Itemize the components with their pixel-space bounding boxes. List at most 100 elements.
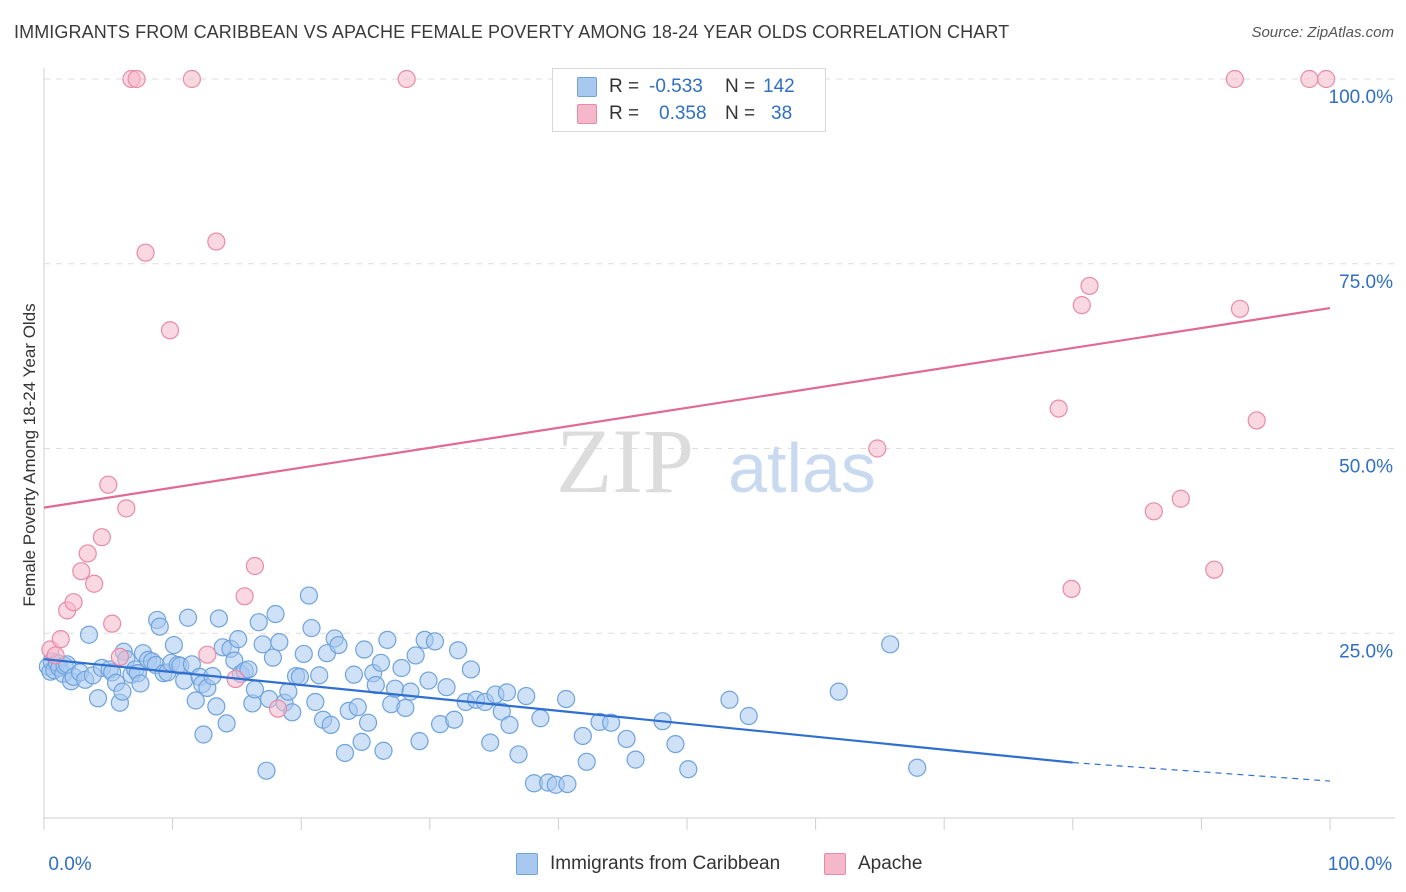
caribbean-point	[358, 713, 378, 732]
caribbean-point	[355, 640, 374, 659]
caribbean-point	[194, 725, 213, 744]
gridlines	[44, 78, 1395, 634]
caribbean-point	[270, 633, 289, 652]
apache-point	[103, 614, 122, 633]
series-caribbean-points	[38, 586, 927, 794]
apache-point	[1230, 299, 1250, 318]
apache-point	[136, 243, 155, 262]
apache-point	[1247, 411, 1266, 430]
caribbean-point	[249, 613, 268, 632]
apache-point	[397, 69, 416, 89]
caribbean-point	[186, 691, 205, 710]
caribbean-point	[209, 609, 228, 628]
correlation-legend: R = -0.533 N = 142 R = 0.358 N = 38	[552, 68, 826, 132]
apache-point	[868, 439, 887, 458]
apache-point	[160, 321, 180, 340]
caribbean-point	[229, 630, 248, 649]
apache-point	[268, 699, 288, 718]
apache-point	[1317, 69, 1336, 89]
apache-point	[1225, 69, 1244, 89]
legend-r-value: 0.358	[659, 103, 707, 124]
legend-r-value: -0.533	[649, 76, 703, 97]
apache-point	[207, 232, 226, 251]
caribbean-point	[290, 667, 310, 686]
caribbean-point	[666, 734, 685, 754]
legend-n-label: N =	[725, 76, 756, 97]
apache-point	[92, 528, 111, 547]
bottom-legend-label-caribbean: Immigrants from Caribbean	[550, 853, 781, 874]
x-tick-label-max: 100.0%	[1328, 854, 1393, 875]
apache-point	[127, 69, 146, 89]
apache-point	[110, 647, 129, 666]
caribbean-point	[352, 732, 371, 751]
apache-point	[1144, 502, 1163, 521]
legend-r-label: R =	[609, 103, 640, 124]
y-axis-label-container: Female Poverty Among 18-24 Year Olds	[18, 270, 42, 640]
caribbean-trend-extension	[1072, 761, 1331, 782]
apache-point	[78, 544, 97, 563]
apache-point	[1300, 69, 1319, 89]
apache-point	[235, 587, 254, 606]
x-tick-label-min: 0.0%	[48, 854, 91, 875]
caribbean-point	[626, 750, 645, 769]
caribbean-point	[302, 618, 321, 638]
caribbean-point	[573, 726, 592, 746]
y-tick-label: 25.0%	[1339, 641, 1393, 662]
caribbean-point	[410, 732, 429, 751]
apache-point	[1049, 399, 1068, 418]
caribbean-point	[558, 774, 577, 794]
series-apache-points	[41, 69, 1336, 718]
apache-point	[72, 562, 91, 581]
caribbean-point	[419, 671, 438, 690]
apache-point	[99, 475, 118, 494]
caribbean-point	[448, 641, 468, 660]
caribbean-point	[829, 682, 848, 701]
caribbean-point	[437, 678, 456, 697]
caribbean-point	[497, 683, 517, 702]
caribbean-point	[266, 604, 285, 624]
caribbean-point	[279, 682, 298, 701]
caribbean-point	[306, 692, 325, 712]
y-tick-label: 75.0%	[1339, 272, 1393, 293]
caribbean-point	[344, 665, 364, 684]
apache-point	[1171, 489, 1190, 508]
legend-n-label: N =	[725, 103, 756, 124]
caribbean-point	[131, 674, 150, 693]
caribbean-point	[321, 715, 340, 734]
legend-r-label: R =	[609, 76, 640, 97]
legend-row-caribbean: R = -0.533 N = 142	[577, 74, 795, 100]
bottom-legend-swatch-caribbean	[516, 853, 538, 875]
bottom-legend-label-apache: Apache	[858, 853, 923, 874]
caribbean-point	[577, 752, 596, 771]
caribbean-point	[335, 743, 355, 763]
caribbean-point	[445, 710, 464, 729]
caribbean-point	[310, 666, 329, 685]
caribbean-point	[113, 682, 132, 701]
apache-point	[198, 645, 217, 664]
y-tick-labels: 25.0% 50.0% 75.0% 100.0%	[1329, 87, 1394, 662]
y-tick-label: 100.0%	[1329, 87, 1394, 108]
apache-point	[1080, 276, 1099, 296]
caribbean-point	[263, 648, 283, 667]
bottom-legend-swatch-apache	[824, 853, 846, 875]
y-axis-label: Female Poverty Among 18-24 Year Olds	[20, 303, 39, 607]
legend-swatch-caribbean	[577, 77, 597, 97]
caribbean-trend-line	[43, 658, 1073, 764]
caribbean-point	[79, 625, 99, 644]
caribbean-point	[602, 713, 621, 732]
caribbean-point	[257, 761, 276, 780]
caribbean-point	[217, 714, 236, 733]
apache-point	[64, 593, 83, 612]
caribbean-point	[374, 741, 393, 760]
legend-row-apache: R = 0.358 N = 38	[577, 101, 792, 127]
apache-point	[51, 630, 70, 649]
caribbean-point	[329, 635, 348, 655]
chart-title: IMMIGRANTS FROM CARIBBEAN VS APACHE FEMA…	[14, 22, 1010, 42]
apache-point	[1072, 296, 1091, 315]
bottom-legend-caribbean: Immigrants from Caribbean	[516, 852, 780, 876]
apache-point	[117, 499, 136, 518]
caribbean-point	[481, 733, 500, 752]
caribbean-point	[299, 586, 319, 605]
caribbean-point	[396, 698, 415, 717]
